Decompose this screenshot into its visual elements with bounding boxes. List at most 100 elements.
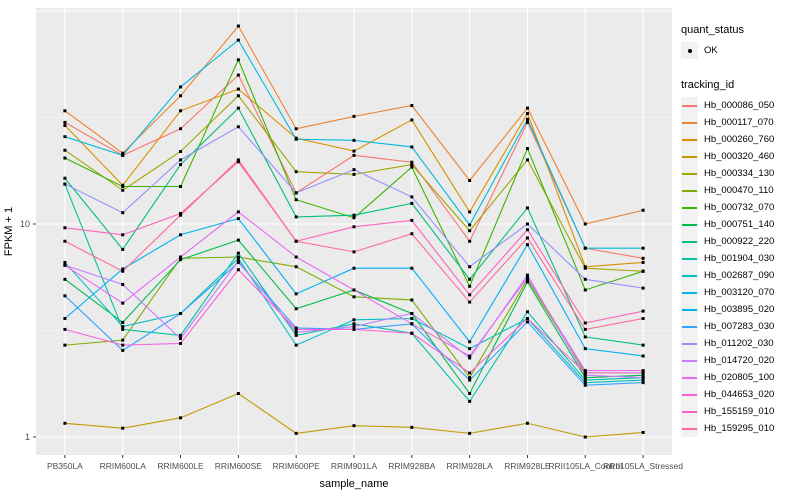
data-point (583, 435, 587, 439)
data-point (63, 148, 67, 152)
data-point (294, 292, 298, 296)
data-point (179, 212, 183, 216)
data-point (468, 392, 472, 396)
data-point (641, 430, 645, 434)
data-point (525, 236, 529, 240)
legend-label: Hb_002687_090 (704, 270, 775, 281)
data-point (352, 327, 356, 331)
data-point (641, 354, 645, 358)
data-point (236, 87, 240, 91)
data-point (294, 198, 298, 202)
data-point (63, 120, 67, 124)
data-point (352, 172, 356, 176)
data-point (410, 218, 414, 222)
data-point (641, 376, 645, 380)
data-point (236, 58, 240, 62)
data-point (410, 312, 414, 316)
data-point (583, 371, 587, 375)
data-point (641, 378, 645, 382)
data-point (294, 170, 298, 174)
data-point (468, 399, 472, 403)
line-swatch-icon (682, 359, 697, 362)
legend-entry: Hb_000732_070 (681, 199, 799, 216)
data-point (525, 120, 529, 124)
y-tick-label: 10 (20, 219, 30, 229)
data-point (583, 369, 587, 373)
data-point (179, 333, 183, 337)
data-point (468, 210, 472, 214)
data-point (583, 373, 587, 377)
data-point (525, 320, 529, 324)
legend-key (681, 386, 698, 403)
data-point (583, 321, 587, 325)
line-swatch-icon (682, 274, 697, 277)
data-point (641, 369, 645, 373)
data-point (236, 106, 240, 110)
legend-key (681, 352, 698, 369)
data-point (468, 293, 472, 297)
legend-key (681, 97, 698, 114)
data-point (63, 327, 67, 331)
data-point (121, 211, 125, 215)
data-point (236, 73, 240, 77)
data-point (121, 338, 125, 342)
legend-label: Hb_000732_070 (704, 202, 775, 213)
data-point (583, 277, 587, 281)
data-point (121, 247, 125, 251)
legend-label: Hb_000260_760 (704, 134, 775, 145)
legend-label-ok: OK (704, 45, 718, 56)
data-point (121, 233, 125, 237)
data-point (121, 153, 125, 157)
legend-label: Hb_155159_010 (704, 406, 775, 417)
legend-label: Hb_020805_100 (704, 372, 775, 383)
data-point (236, 259, 240, 263)
data-point (352, 149, 356, 153)
data-point (468, 354, 472, 358)
data-point (236, 268, 240, 272)
data-point (352, 325, 356, 329)
legend-key (681, 420, 698, 437)
data-point (63, 156, 67, 160)
legend-label: Hb_000086_050 (704, 100, 775, 111)
legend-label: Hb_000470_110 (704, 185, 774, 196)
data-point (525, 228, 529, 232)
data-point (236, 217, 240, 221)
data-point (468, 371, 472, 375)
data-point (525, 222, 529, 226)
data-point (583, 378, 587, 382)
data-point (294, 191, 298, 195)
data-point (236, 238, 240, 242)
data-point (641, 381, 645, 385)
data-point (121, 327, 125, 331)
data-point (236, 94, 240, 98)
legend-spacer (681, 59, 799, 79)
data-point (294, 330, 298, 334)
data-point (179, 258, 183, 262)
legend-key (681, 165, 698, 182)
data-point (410, 195, 414, 199)
data-point (121, 325, 125, 329)
data-point (63, 124, 67, 128)
x-tick-label: RRIM928BA (388, 461, 436, 471)
legend-entries: Hb_000086_050 Hb_000117_070 Hb_000260_760 H… (681, 97, 799, 437)
data-point (63, 263, 67, 267)
data-point (63, 260, 67, 264)
legend-key (681, 148, 698, 165)
legend-entry-ok: OK (681, 42, 799, 59)
data-point (63, 176, 67, 180)
legend-label: Hb_011202_030 (704, 338, 774, 349)
data-point (352, 266, 356, 270)
data-point (352, 213, 356, 217)
data-point (121, 184, 125, 188)
data-point (641, 246, 645, 250)
data-point (179, 109, 183, 113)
x-tick-label: RRIM600PE (273, 461, 321, 471)
data-point (410, 266, 414, 270)
line-swatch-icon (682, 223, 697, 226)
data-point (525, 276, 529, 280)
data-point (236, 125, 240, 129)
data-point (583, 376, 587, 380)
data-point (583, 288, 587, 292)
